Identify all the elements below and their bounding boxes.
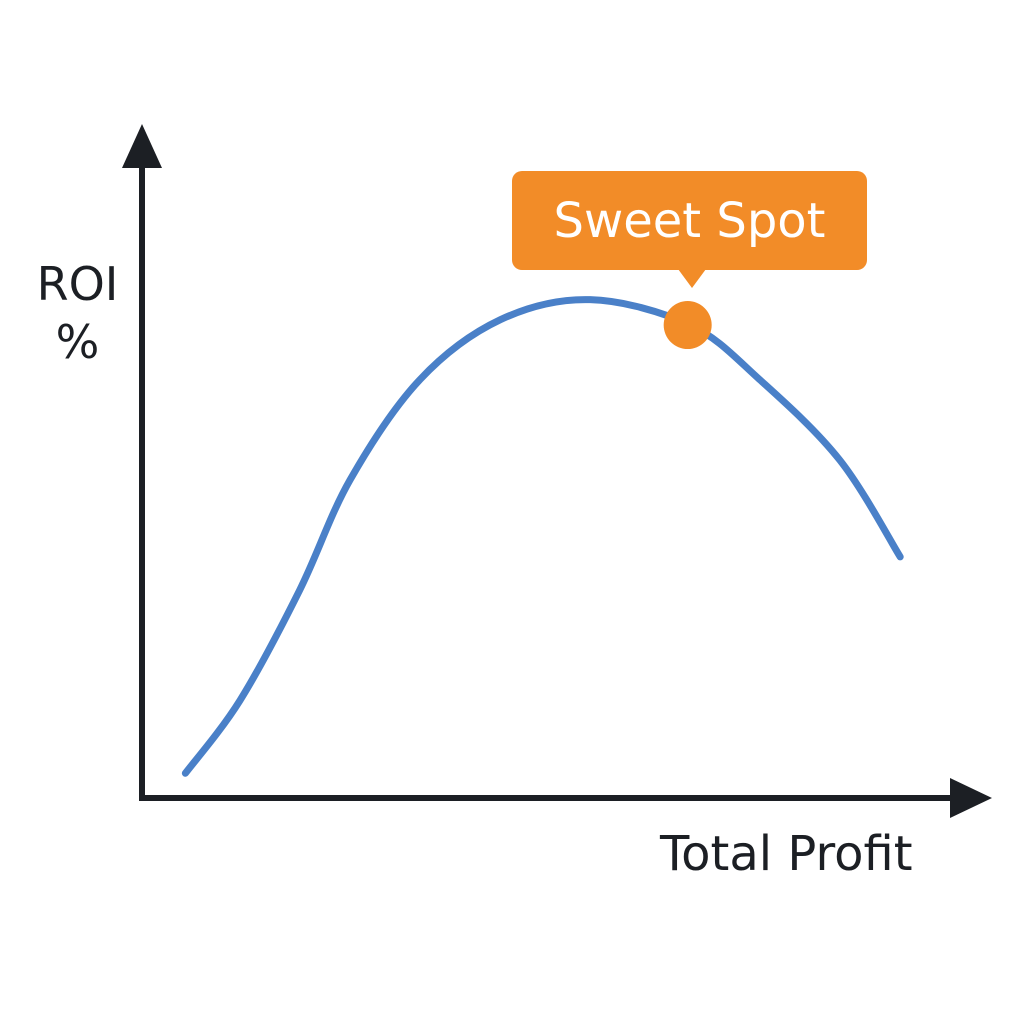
y-axis-arrow	[122, 124, 162, 168]
x-axis-arrow	[950, 778, 992, 818]
y-axis-label: ROI %	[30, 255, 125, 371]
sweet-spot-label: Sweet Spot	[553, 192, 826, 249]
series-line	[181, 296, 904, 777]
x-axis-label: Total Profit	[660, 826, 913, 882]
sweet-spot-marker	[663, 301, 712, 350]
y-axis-label-line: %	[55, 315, 100, 369]
y-axis-label-line: ROI	[36, 257, 119, 311]
sweet-spot-callout: Sweet Spot	[512, 171, 867, 288]
